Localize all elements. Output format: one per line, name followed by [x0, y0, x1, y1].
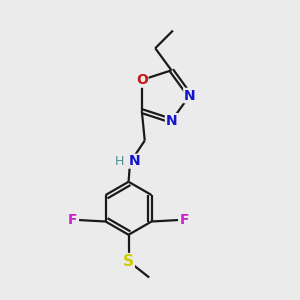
Text: H: H	[115, 155, 124, 168]
Text: N: N	[166, 114, 177, 128]
Text: O: O	[136, 73, 148, 87]
Text: S: S	[123, 254, 134, 269]
Text: F: F	[180, 213, 189, 227]
Text: N: N	[184, 88, 196, 103]
Text: F: F	[68, 213, 77, 227]
Text: N: N	[129, 154, 140, 168]
